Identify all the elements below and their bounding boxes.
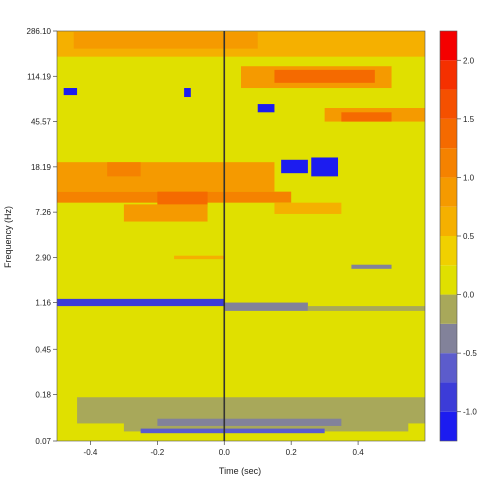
heatmap-cell bbox=[224, 302, 308, 311]
colorbar-tick-label: 0.5 bbox=[463, 232, 475, 241]
colorbar-swatch bbox=[440, 382, 457, 412]
colorbar-swatch bbox=[440, 236, 457, 266]
heatmap-cell bbox=[157, 191, 208, 208]
heatmap-cell bbox=[307, 306, 425, 311]
y-tick-label: 7.26 bbox=[35, 208, 51, 217]
x-tick-label: 0.4 bbox=[353, 448, 365, 457]
heatmap-cell bbox=[281, 159, 308, 174]
heatmap-cell bbox=[57, 298, 225, 307]
heatmap-cell bbox=[257, 104, 275, 113]
colorbar-swatch bbox=[440, 89, 457, 119]
colorbar-swatch bbox=[440, 206, 457, 236]
x-axis: -0.4 -0.2 0.0 0.2 0.4 bbox=[84, 441, 365, 457]
y-tick-label: 0.45 bbox=[35, 345, 51, 354]
y-axis-title: Frequency (Hz) bbox=[3, 206, 13, 268]
heatmap-cell bbox=[351, 264, 392, 269]
heatmap-cell bbox=[157, 418, 342, 426]
y-axis: 0.07 0.18 0.45 1.16 2.90 7.26 18.19 45.57 114.19… bbox=[27, 27, 57, 446]
colorbar-swatch bbox=[440, 411, 457, 441]
colorbar-swatch bbox=[440, 31, 457, 61]
heatmap-cell bbox=[107, 162, 141, 177]
y-tick-label: 286.10 bbox=[27, 27, 52, 36]
y-tick-label: 1.16 bbox=[35, 299, 51, 308]
y-tick-label: 114.19 bbox=[27, 72, 51, 81]
heatmap-cell bbox=[184, 88, 191, 98]
heatmap-background bbox=[57, 31, 425, 441]
x-tick-label: 0.0 bbox=[219, 448, 231, 457]
colorbar-swatch bbox=[440, 148, 457, 178]
colorbar-tick-label: 1.5 bbox=[463, 115, 475, 124]
plot-area bbox=[56, 30, 426, 442]
heatmap-cell bbox=[311, 157, 339, 177]
heatmap-cell bbox=[63, 88, 78, 96]
colorbar-swatch bbox=[440, 265, 457, 295]
heatmap-cell bbox=[174, 255, 225, 260]
colorbar-tick-label: 1.0 bbox=[463, 173, 475, 182]
heatmap-cell bbox=[274, 69, 375, 83]
colorbar-tick-label: 2.0 bbox=[463, 56, 475, 65]
colorbar-swatch bbox=[440, 353, 457, 383]
x-tick-label: -0.4 bbox=[84, 448, 98, 457]
y-tick-label: 0.07 bbox=[35, 437, 51, 446]
colorbar-swatch bbox=[440, 323, 457, 354]
colorbar-swatch bbox=[440, 118, 457, 149]
heatmap-cell bbox=[123, 403, 409, 432]
y-tick-label: 0.18 bbox=[35, 390, 51, 399]
heatmap-cell bbox=[123, 204, 208, 222]
heatmap-cell bbox=[57, 162, 275, 192]
heatmap-cell bbox=[274, 202, 342, 214]
x-tick-label: 0.2 bbox=[286, 448, 298, 457]
heatmap-cell bbox=[140, 428, 325, 434]
colorbar-swatch bbox=[440, 294, 457, 324]
plot-frame bbox=[56, 30, 426, 442]
heatmap-cell bbox=[73, 32, 258, 49]
x-tick-label: -0.2 bbox=[150, 448, 164, 457]
colorbar-tick-label: -0.5 bbox=[463, 349, 477, 358]
heatmap-cell bbox=[341, 112, 392, 122]
colorbar-tick-label: 0.0 bbox=[463, 291, 475, 300]
y-tick-label: 45.57 bbox=[31, 118, 52, 127]
x-axis-title: Time (sec) bbox=[219, 466, 261, 476]
colorbar: -1.0 -0.5 0.0 0.5 1.0 1.5 2.0 bbox=[439, 30, 477, 442]
colorbar-swatch bbox=[440, 60, 457, 90]
y-tick-label: 18.19 bbox=[31, 163, 52, 172]
colorbar-tick-label: -1.0 bbox=[463, 408, 477, 417]
y-tick-label: 2.90 bbox=[35, 253, 51, 262]
colorbar-swatch bbox=[440, 177, 457, 207]
